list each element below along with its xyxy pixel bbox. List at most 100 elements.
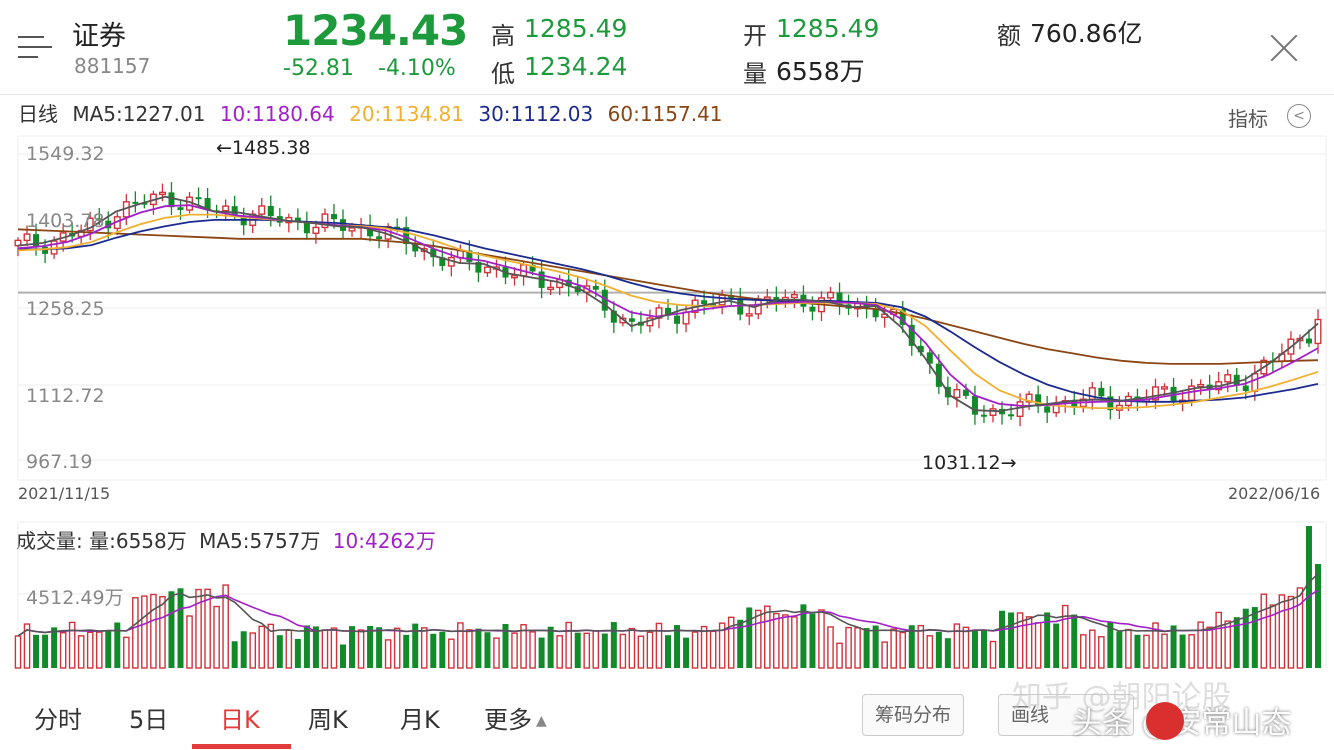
volume-bar-up	[565, 621, 572, 669]
volume-bar-down	[403, 634, 410, 668]
candle-body-up	[1251, 373, 1259, 392]
volume-bar-up	[1125, 628, 1132, 669]
candle-body-down	[935, 363, 942, 387]
volume-bar-down	[412, 623, 419, 668]
candle-body-up	[321, 213, 329, 229]
volume-bar-up	[86, 631, 94, 669]
candle-body-down	[899, 309, 906, 325]
volume-bar-up	[700, 625, 708, 669]
volume-bar-up	[827, 626, 834, 669]
volume-bar-up	[258, 625, 266, 669]
indicator-button[interactable]: 指标	[1228, 107, 1268, 131]
volume-bar-up	[1188, 634, 1195, 669]
candle-body-down	[529, 264, 536, 272]
volume-bar-up	[764, 605, 771, 669]
candle-body-up	[258, 205, 266, 215]
candle-body-down	[1242, 385, 1249, 392]
draw-line-button[interactable]: 画线	[998, 694, 1134, 736]
amount-label: 额	[997, 22, 1021, 50]
candle-body-down	[267, 206, 274, 217]
candle-body-down	[1098, 387, 1105, 397]
candle-body-up	[718, 294, 726, 306]
volume-bar-down	[610, 622, 617, 668]
volume-bar-down	[800, 604, 807, 668]
candle-body-down	[962, 389, 969, 396]
volume-bar-up	[393, 627, 401, 669]
period-label[interactable]: 日线	[18, 102, 58, 126]
volume-bar-down	[1044, 612, 1051, 668]
tab-5day[interactable]: 5日	[129, 706, 169, 734]
volume-bar-down	[430, 633, 437, 668]
volume-bar-up	[1215, 611, 1222, 669]
candle-body-up	[312, 226, 320, 234]
volume-bar-down	[240, 631, 247, 668]
volume-bar-down	[177, 588, 184, 668]
ma20-line	[17, 213, 1319, 409]
volume-bar-down	[294, 638, 301, 668]
volume-bar-up	[727, 616, 735, 669]
volume-bar-down	[51, 627, 58, 668]
candle-body-up	[348, 227, 356, 232]
active-tab-indicator	[192, 744, 291, 749]
volume-bar-down	[737, 619, 744, 668]
volume-title: 成交量:	[16, 529, 83, 553]
menu-icon[interactable]	[18, 34, 52, 62]
candle-body-down	[628, 318, 635, 322]
candle-body-up	[790, 293, 798, 299]
volume-bar-up	[637, 635, 645, 669]
volume-bar-up	[141, 595, 148, 669]
y-tick: 1403.78	[26, 210, 105, 232]
volume-bar-up	[420, 627, 428, 669]
volume-bar-up	[754, 609, 762, 669]
volume-bar-down	[1116, 631, 1123, 668]
candle-body-down	[177, 207, 184, 211]
volume-bar-down	[1134, 634, 1141, 668]
volume-bar-up	[195, 588, 202, 669]
kline-chart[interactable]: 1549.32 1403.78 1258.25 1112.72 967.19 ←…	[0, 132, 1334, 482]
candle-body-down	[917, 345, 924, 353]
volume-bar-up	[14, 635, 22, 669]
tab-intraday[interactable]: 分时	[34, 706, 82, 734]
candle-body-down	[971, 395, 978, 415]
candle-body-down	[710, 304, 717, 307]
volume-ma5: MA5:5757万	[199, 529, 321, 553]
end-date: 2022/06/16	[1228, 484, 1321, 503]
candle-body-down	[294, 217, 301, 222]
volume-bar-up	[818, 609, 825, 669]
volume-bar-up	[890, 628, 897, 669]
candle-body-down	[475, 261, 482, 273]
candle-body-up	[827, 291, 835, 299]
close-icon[interactable]	[1266, 30, 1302, 66]
candle-body-up	[511, 275, 519, 279]
tab-monthly-k[interactable]: 月K	[400, 706, 440, 734]
tab-more[interactable]: 更多 ▲	[484, 700, 547, 735]
low-value: 1234.24	[524, 52, 628, 81]
candle-body-down	[412, 244, 419, 252]
volume-bar-down	[944, 638, 951, 668]
volume-bar-up	[1296, 587, 1304, 669]
tab-daily-k[interactable]: 日K	[220, 706, 260, 734]
volume-bar-down	[114, 622, 121, 668]
volume-tick: 4512.49万	[26, 587, 124, 609]
chip-distribution-button[interactable]: 筹码分布	[862, 694, 965, 736]
volume-bar-up	[59, 632, 67, 669]
candle-body-down	[195, 197, 202, 200]
volume-legend: 成交量: 量:6558万 MA5:5757万 10:4262万	[16, 525, 436, 554]
stock-code: 881157	[74, 54, 151, 78]
volume-bar-up	[123, 636, 130, 669]
candle-body-down	[674, 315, 681, 324]
volume-bar-down	[276, 635, 283, 668]
volume-bar-up	[222, 584, 229, 669]
tab-weekly-k[interactable]: 周K	[308, 706, 348, 734]
volume-bar-up	[782, 614, 789, 669]
amount-value: 760.86亿	[1030, 19, 1143, 48]
y-tick: 1549.32	[26, 143, 105, 165]
volume-bar-down	[349, 626, 356, 668]
ma60-line	[17, 228, 1319, 365]
volume-bar-up	[1034, 622, 1042, 669]
candle-body-up	[86, 217, 94, 232]
chevron-left-icon[interactable]: <	[1287, 104, 1311, 128]
candle-body-up	[14, 239, 22, 247]
volume-bar-up	[77, 635, 85, 669]
volume-chart[interactable]: 4512.49万	[0, 520, 1334, 670]
